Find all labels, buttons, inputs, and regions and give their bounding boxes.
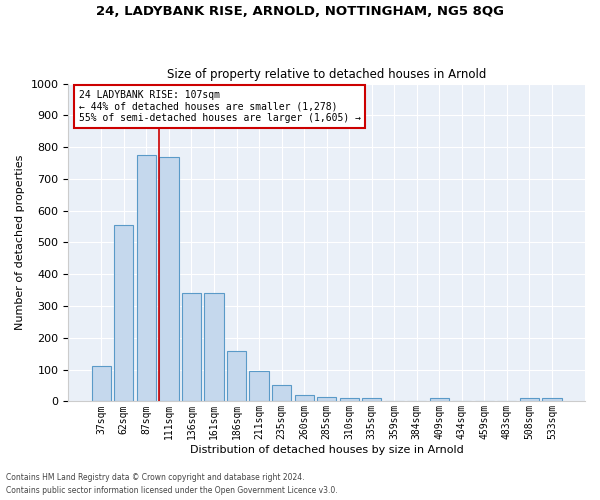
Text: 24, LADYBANK RISE, ARNOLD, NOTTINGHAM, NG5 8QG: 24, LADYBANK RISE, ARNOLD, NOTTINGHAM, N… [96,5,504,18]
Bar [227,350,246,402]
X-axis label: Distribution of detached houses by size in Arnold: Distribution of detached houses by size … [190,445,464,455]
Title: Size of property relative to detached houses in Arnold: Size of property relative to detached ho… [167,68,487,81]
Text: 24 LADYBANK RISE: 107sqm
← 44% of detached houses are smaller (1,278)
55% of sem: 24 LADYBANK RISE: 107sqm ← 44% of detach… [79,90,361,123]
Bar [182,294,201,402]
Y-axis label: Number of detached properties: Number of detached properties [15,155,25,330]
Bar [430,398,449,402]
Bar [205,294,224,402]
Text: Contains HM Land Registry data © Crown copyright and database right 2024.
Contai: Contains HM Land Registry data © Crown c… [6,474,338,495]
Bar [295,395,314,402]
Bar [160,156,179,402]
Bar [92,366,111,402]
Bar [137,155,156,402]
Bar [272,385,291,402]
Bar [114,225,133,402]
Bar [340,398,359,402]
Bar [520,398,539,402]
Bar [542,398,562,402]
Bar [317,396,336,402]
Bar [362,398,381,402]
Bar [250,370,269,402]
